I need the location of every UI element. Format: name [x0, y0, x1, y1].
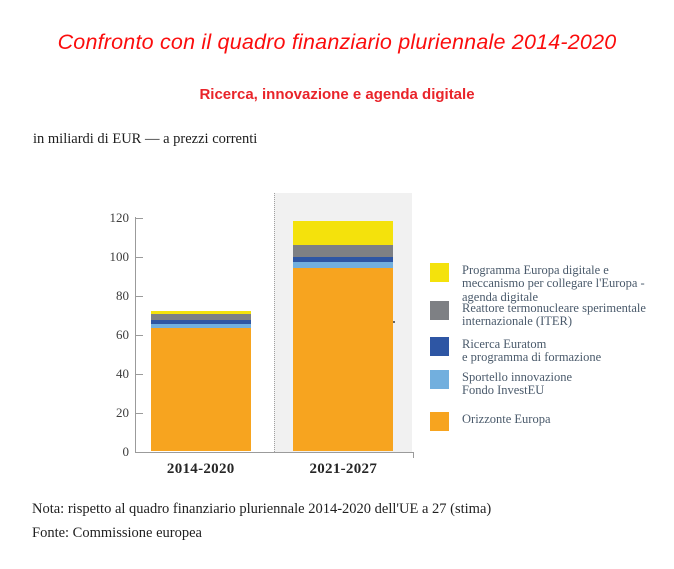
legend-swatch-gray-icon: [430, 301, 449, 320]
legend-swatch-dark_blue-icon: [430, 337, 449, 356]
y-tick-mark: [136, 373, 143, 375]
dashed-separator-line: [273, 193, 275, 452]
x-axis-category-label: 2014-2020: [166, 460, 235, 477]
y-tick-mark: [136, 412, 143, 414]
legend-label: Programma Europa digitale e meccanismo pe…: [462, 263, 645, 304]
footnote-nota: Nota: rispetto al quadro finanziario plu…: [32, 501, 492, 517]
y-tick-label: 60: [116, 326, 129, 342]
legend-label-line: Programma Europa digitale e: [462, 263, 609, 277]
y-tick-mark: [136, 218, 143, 219]
legend-item: Ricerca Euratom e programma di formazione: [430, 337, 601, 365]
y-tick-label: 20: [116, 404, 129, 420]
legend-item: Reattore termonucleare sperimentale inter…: [430, 301, 646, 329]
x-axis-line: [135, 451, 414, 453]
bar-segment-dark_blue: [293, 256, 394, 262]
bar-segment-light_blue: [151, 324, 251, 329]
units-label: in miliardi di EUR — a prezzi correnti: [33, 131, 258, 147]
y-tick-mark: [136, 334, 143, 336]
y-tick-label: 120: [109, 210, 130, 225]
legend-item: Sportello innovazione Fondo InvestEU: [430, 370, 572, 398]
y-tick-mark: [136, 256, 143, 258]
legend-swatch-yellow-icon: [430, 263, 449, 282]
legend-label-line: meccanismo per collegare l'Europa -: [462, 276, 645, 291]
legend-label: Ricerca Euratom e programma di formazione: [462, 337, 601, 365]
legend-label-line: e programma di formazione: [462, 350, 602, 365]
chart-subtitle: Ricerca, innovazione e agenda digitale: [199, 86, 475, 103]
footnote-fonte: Fonte: Commissione europea: [32, 525, 202, 541]
legend-label-line: agenda digitale: [462, 289, 539, 304]
bar-segment-dark_blue: [151, 320, 251, 325]
legend-label-line: Ricerca Euratom: [462, 337, 547, 351]
bar-segment-gray: [151, 314, 251, 321]
y-tick-mark: [136, 451, 143, 453]
y-tick-label: 0: [122, 443, 130, 459]
y-tick-label: 100: [109, 248, 130, 264]
legend-label: Sportello innovazione Fondo InvestEU: [462, 370, 572, 398]
legend-swatch-light_blue-icon: [430, 370, 449, 389]
legend-label-line: Orizzonte Europa: [462, 412, 551, 426]
legend-swatch-orange-icon: [430, 412, 449, 431]
legend-label-line: internazionale (ITER): [462, 314, 573, 329]
legend-item: Orizzonte Europa: [430, 412, 551, 431]
speck-artifact: [393, 320, 395, 323]
legend-item: Programma Europa digitale e meccanismo pe…: [430, 263, 645, 304]
bar-segment-yellow: [151, 310, 251, 315]
y-tick-mark: [136, 295, 143, 297]
y-tick-label: 40: [116, 365, 129, 381]
page-title: Confronto con il quadro finanziario plur…: [57, 30, 617, 54]
y-axis-line: [135, 216, 136, 453]
bar-segment-light_blue: [293, 261, 394, 269]
legend-label: Reattore termonucleare sperimentale inter…: [462, 301, 646, 329]
bar-segment-yellow: [293, 221, 394, 246]
bar-segment-gray: [293, 245, 394, 257]
y-tick-label: 80: [116, 287, 129, 303]
bar-segment-orange: [293, 268, 394, 452]
bar-segment-orange: [151, 328, 251, 452]
legend-label-line: Reattore termonucleare sperimentale: [462, 301, 646, 315]
x-axis-category-label: 2021-2027: [309, 460, 378, 477]
legend-label: Orizzonte Europa: [462, 412, 551, 426]
legend-label-line: Sportello innovazione: [462, 370, 573, 384]
legend-label-line: Fondo InvestEU: [462, 383, 545, 398]
x-axis-end-tick: [412, 451, 414, 458]
